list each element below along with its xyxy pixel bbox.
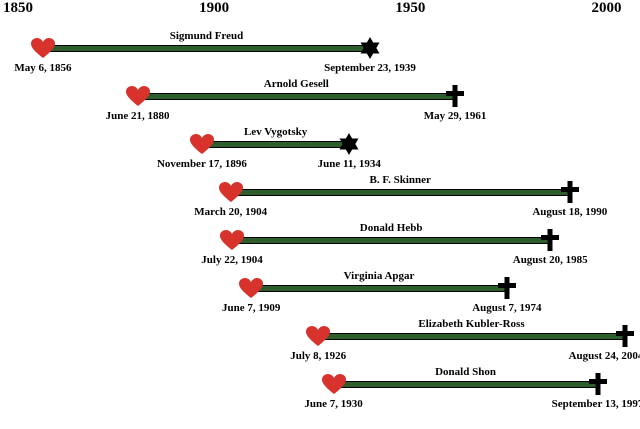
death-date: August 18, 1990 [532,206,608,218]
year-label-1950: 1950 [395,0,426,16]
lifespan-bar [333,381,598,388]
death-date: August 20, 1985 [512,254,588,266]
cross-icon [559,181,581,203]
birth-date: July 8, 1926 [290,350,347,362]
cross-icon [539,229,561,251]
heart-icon [238,277,264,299]
death-date: May 29, 1961 [423,110,487,122]
heart-icon [189,133,215,155]
lifespan-timeline: 1850 1900 1950 2000 Sigmund Freud May 6, 185… [0,0,640,410]
lifespan-bar [137,93,456,100]
death-date: September 13, 1997 [551,398,640,410]
lifespan-row-sigmund-freud: Sigmund Freud May 6, 1856 September 23, 19… [0,30,640,93]
person-name: Elizabeth Kubler-Ross [418,318,525,330]
star-of-david-icon [359,37,381,59]
person-name: Arnold Gesell [263,78,329,90]
person-name: Virginia Apgar [343,270,415,282]
cross-icon [614,325,636,347]
lifespan-rows: Sigmund Freud May 6, 1856 September 23, 19… [0,30,640,410]
heart-icon [305,325,331,347]
lifespan-bar [42,45,371,52]
lifespan-row-b-f-skinner: B. F. Skinner March 20, 1904 August 18, 19… [0,174,640,237]
person-name: Lev Vygotsky [243,126,308,138]
year-label-2000: 2000 [591,0,622,16]
birth-date: June 21, 1880 [105,110,170,122]
lifespan-bar [232,237,551,244]
year-label-1900: 1900 [199,0,230,16]
lifespan-row-lev-vygotsky: Lev Vygotsky November 17, 1896 June 11, 19… [0,126,640,189]
lifespan-bar [251,285,507,292]
lifespan-bar [318,333,625,340]
lifespan-row-arnold-gesell: Arnold Gesell June 21, 1880 May 29, 1961 [0,78,640,141]
heart-icon [321,373,347,395]
lifespan-row-donald-hebb: Donald Hebb July 22, 1904 August 20, 1985 [0,222,640,285]
birth-date: May 6, 1856 [14,62,72,74]
lifespan-row-elizabeth-kubler-ross: Elizabeth Kubler-Ross July 8, 1926 August … [0,318,640,381]
lifespan-row-virginia-apgar: Virginia Apgar June 7, 1909 August 7, 1974 [0,270,640,333]
cross-icon [496,277,518,299]
birth-date: March 20, 1904 [194,206,268,218]
death-date: August 24, 2004 [568,350,640,362]
birth-date: June 7, 1930 [304,398,363,410]
lifespan-row-donald-shon: Donald Shon June 7, 1930 September 13, 199… [0,366,640,429]
heart-icon [218,181,244,203]
person-name: Sigmund Freud [169,30,244,42]
heart-icon [219,229,245,251]
person-name: Donald Shon [435,366,496,378]
year-label-1850: 1850 [3,0,33,16]
birth-date: July 22, 1904 [201,254,263,266]
star-of-david-icon [338,133,360,155]
birth-date: June 7, 1909 [221,302,281,314]
death-date: August 7, 1974 [472,302,542,314]
death-date: September 23, 1939 [324,62,416,74]
birth-date: November 17, 1896 [156,158,247,170]
lifespan-bar [201,141,350,148]
year-axis: 1850 1900 1950 2000 [3,0,622,16]
person-name: Donald Hebb [359,222,423,234]
heart-icon [30,37,56,59]
cross-icon [444,85,466,107]
lifespan-bar [230,189,570,196]
cross-icon [587,373,609,395]
death-date: June 11, 1934 [317,158,381,170]
heart-icon [125,85,151,107]
person-name: B. F. Skinner [369,174,431,186]
